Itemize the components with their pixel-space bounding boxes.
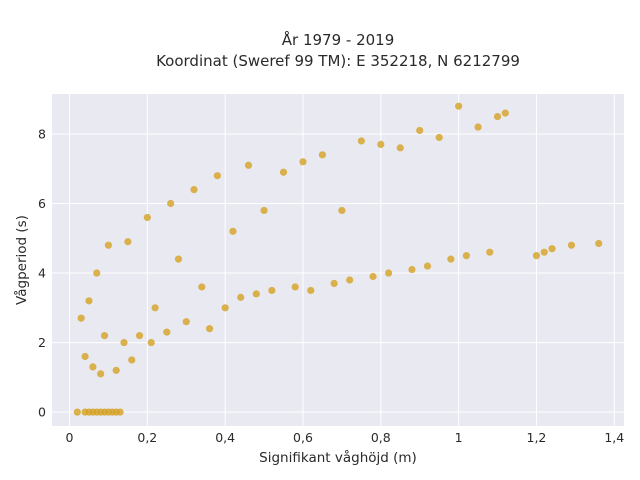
data-point: [198, 283, 206, 291]
data-point: [338, 206, 346, 215]
x-tick-label: 0,8: [371, 430, 391, 445]
data-point: [396, 144, 404, 152]
data-point: [501, 109, 509, 117]
x-tick-label: 0,2: [137, 430, 157, 445]
data-point: [213, 172, 221, 180]
x-tick-label: 1,4: [604, 430, 624, 445]
y-axis-ticks: 0 2 4 6 8: [38, 126, 46, 419]
x-axis-label: Signifikant våghöjd (m): [259, 449, 417, 466]
plot-area: [52, 94, 624, 426]
data-point: [104, 241, 113, 249]
data-point: [408, 265, 416, 274]
data-point: [205, 325, 214, 333]
data-point: [100, 332, 109, 340]
data-point: [268, 286, 276, 295]
data-point: [291, 283, 299, 291]
data-point: [299, 158, 307, 166]
data-point: [167, 199, 175, 208]
data-point: [120, 338, 128, 347]
x-tick-label: 0: [66, 430, 74, 445]
y-tick-label: 4: [38, 266, 46, 281]
data-point: [377, 140, 385, 149]
data-point: [116, 408, 124, 416]
data-point: [330, 279, 338, 288]
gridlines: [52, 94, 624, 426]
data-point: [97, 370, 105, 378]
data-point: [435, 133, 443, 142]
data-point: [540, 248, 548, 256]
data-point: [532, 252, 541, 260]
data-point: [369, 272, 377, 281]
data-point: [567, 241, 576, 249]
data-point: [143, 213, 151, 222]
data-point: [474, 123, 482, 131]
data-point: [493, 112, 502, 121]
y-tick-label: 6: [38, 196, 46, 211]
data-point: [237, 293, 245, 301]
chart-title-line-2: Koordinat (Sweref 99 TM): E 352218, N 62…: [156, 52, 520, 70]
data-point: [455, 102, 463, 110]
data-point: [93, 269, 101, 277]
data-point: [190, 186, 198, 194]
data-points: [73, 102, 603, 416]
data-point: [229, 227, 237, 235]
data-point: [151, 304, 159, 312]
data-point: [416, 126, 424, 135]
chart-title-line-1: År 1979 - 2019: [282, 30, 395, 49]
x-tick-label: 0,6: [293, 430, 313, 445]
data-point: [77, 314, 85, 322]
data-point: [244, 161, 253, 169]
y-tick-label: 8: [38, 126, 46, 141]
x-axis-ticks: 0 0,2 0,4 0,6 0,8 1 1,2 1,4: [66, 430, 625, 445]
data-point: [279, 168, 288, 176]
data-point: [357, 137, 365, 145]
data-point: [462, 252, 471, 260]
data-point: [89, 363, 97, 371]
data-point: [163, 328, 171, 336]
y-tick-label: 0: [38, 405, 46, 420]
chart-title: År 1979 - 2019 Koordinat (Sweref 99 TM):…: [156, 30, 520, 70]
data-point: [447, 255, 455, 263]
data-point: [384, 269, 393, 277]
data-point: [182, 318, 190, 326]
y-tick-label: 2: [38, 335, 46, 350]
data-point: [548, 245, 556, 253]
data-point: [128, 356, 136, 364]
x-tick-label: 1,2: [527, 430, 547, 445]
x-tick-label: 1: [455, 430, 463, 445]
data-point: [85, 297, 93, 305]
y-axis-label: Vågperiod (s): [13, 215, 30, 305]
data-point: [260, 206, 268, 215]
data-point: [486, 248, 494, 256]
data-point: [221, 304, 229, 312]
data-point: [595, 239, 603, 248]
x-tick-label: 0,4: [215, 430, 235, 445]
data-point: [135, 332, 144, 340]
data-point: [124, 238, 132, 246]
data-point: [318, 151, 327, 159]
data-point: [307, 286, 315, 295]
data-point: [73, 408, 81, 416]
data-point: [423, 262, 432, 270]
data-point: [252, 290, 260, 298]
data-point: [112, 366, 120, 374]
data-point: [174, 255, 183, 263]
data-point: [346, 276, 354, 284]
data-point: [147, 338, 155, 347]
data-point: [81, 352, 89, 361]
